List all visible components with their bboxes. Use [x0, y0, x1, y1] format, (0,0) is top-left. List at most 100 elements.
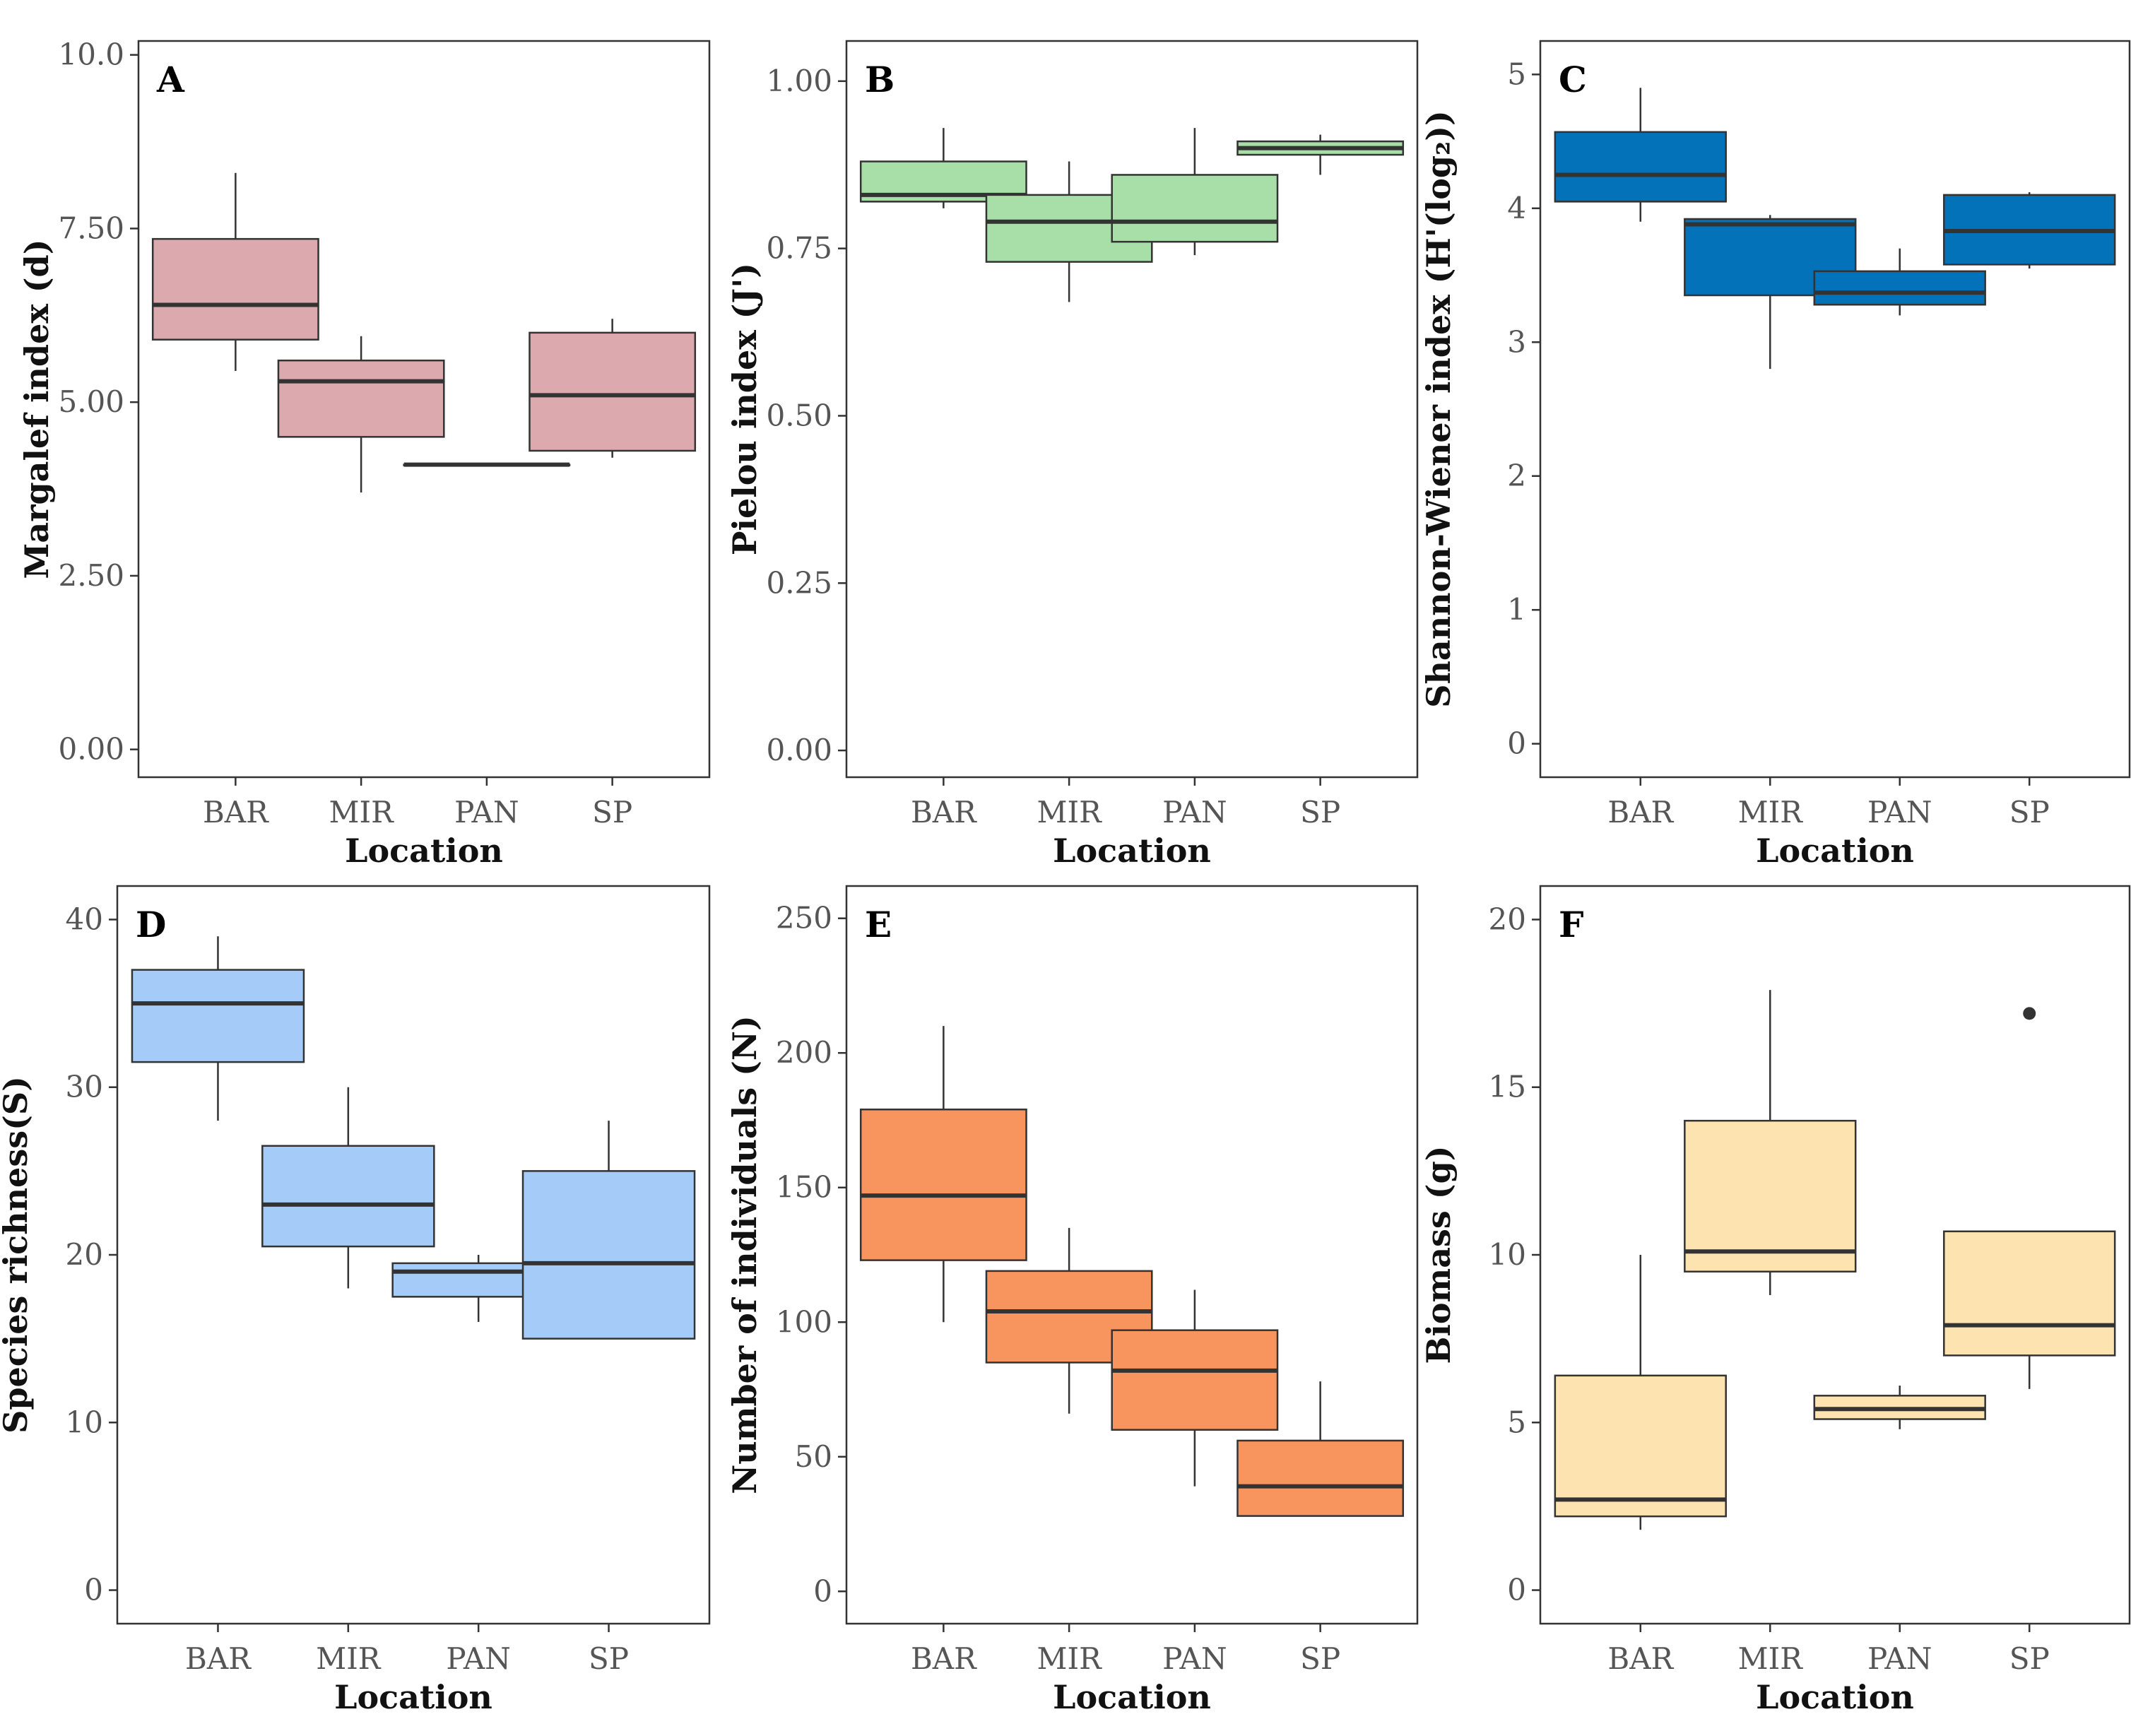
panel-f: 0 5 10 15 20 BAR MIR PAN SP Location Biomass (g) F: [1419, 885, 2131, 1716]
box-body: [1111, 174, 1279, 243]
box-body: [261, 1145, 435, 1248]
box-body: [1554, 1374, 1727, 1518]
box-bar: [1554, 1255, 1727, 1530]
x-tick-label: SP: [2009, 1641, 2050, 1676]
box-mir: [277, 336, 445, 492]
panel-a: 0.00 2.50 5.00 7.50 10.0 BAR MIR PAN SP Location M…: [18, 37, 711, 870]
box-body: [1813, 270, 1986, 306]
plot-frame: [845, 40, 1419, 779]
box-pan: [1111, 128, 1279, 256]
x-tick-label: PAN: [1162, 1641, 1227, 1676]
y-tick-label: 200: [776, 1035, 832, 1070]
y-tick-label: 0.75: [766, 231, 832, 266]
x-axis-title: Location: [334, 1678, 492, 1716]
y-tick-label: 150: [776, 1170, 832, 1205]
y-tick-label: 0: [1507, 1573, 1526, 1607]
plot-frame: [137, 40, 711, 779]
x-tick-label: MIR: [1738, 795, 1804, 829]
y-tick-label: 1: [1507, 592, 1526, 627]
panel-b: 0.00 0.25 0.50 0.75 1.00 BAR MIR PAN SP Location P…: [726, 40, 1419, 870]
box-sp: [1236, 1381, 1405, 1517]
y-tick-label: 30: [66, 1070, 103, 1104]
x-tick-label: MIR: [316, 1641, 382, 1676]
box-body: [1554, 131, 1727, 203]
plot-frame: [845, 885, 1419, 1625]
box-sp: [1943, 1007, 2116, 1389]
x-tick-label: BAR: [911, 1641, 977, 1676]
box-body: [131, 969, 305, 1063]
plot-frame: [1539, 40, 2131, 779]
x-tick-label: SP: [1300, 1641, 1340, 1676]
y-tick-label: 10.0: [58, 37, 124, 72]
x-tick-label: SP: [592, 795, 632, 829]
box-bar: [1554, 88, 1727, 222]
x-tick-label: MIR: [1738, 1641, 1804, 1676]
x-tick-label: BAR: [203, 795, 269, 829]
box-body: [1111, 1329, 1279, 1431]
x-tick-label: SP: [1300, 795, 1340, 829]
y-tick-label: 0: [813, 1573, 832, 1608]
box-bar: [859, 128, 1027, 208]
panel-c: 0 1 2 3 4 5 BAR MIR PAN SP Location Shannon-Wiener …: [1419, 40, 2131, 870]
y-tick-label: 20: [1489, 902, 1526, 936]
y-tick-label: 40: [66, 902, 103, 936]
y-tick-label: 10: [1489, 1237, 1526, 1272]
y-tick-label: 100: [776, 1304, 832, 1339]
panel-label: E: [865, 904, 892, 945]
box-pan: [1111, 1289, 1279, 1487]
box-pan: [403, 462, 571, 467]
y-tick-label: 5: [1507, 1405, 1526, 1439]
x-tick-label: MIR: [1037, 795, 1103, 829]
box-sp: [529, 319, 697, 458]
y-tick-label: 0.50: [766, 398, 832, 432]
x-axis-title: Location: [1053, 1678, 1211, 1716]
y-axis-title: Shannon-Wiener index (H'(log₂)): [1419, 110, 1458, 707]
box-mir: [261, 1087, 435, 1289]
box-mir: [1684, 990, 1857, 1295]
y-tick-label: 0.00: [58, 732, 124, 767]
box-body: [1943, 1230, 2116, 1357]
box-sp: [1236, 134, 1405, 175]
x-tick-label: SP: [589, 1641, 629, 1676]
x-tick-label: MIR: [1037, 1641, 1103, 1676]
box-bar: [131, 936, 305, 1121]
y-tick-label: 0.00: [766, 733, 832, 767]
y-tick-label: 1.00: [766, 64, 832, 98]
y-tick-label: 5: [1507, 57, 1526, 91]
x-tick-label: PAN: [1162, 795, 1227, 829]
x-axis-title: Location: [1756, 832, 1914, 870]
y-tick-label: 4: [1507, 191, 1526, 225]
y-axis-title: Species richness(S): [0, 1076, 35, 1434]
y-tick-label: 2.50: [58, 558, 124, 593]
y-tick-label: 7.50: [58, 211, 124, 245]
y-tick-label: 10: [66, 1405, 103, 1439]
panel-e: 0 50 100 150 200 250 BAR MIR PAN SP Location Number…: [726, 885, 1419, 1716]
y-tick-label: 0.25: [766, 565, 832, 600]
y-tick-label: 50: [795, 1439, 832, 1474]
box-body: [521, 1170, 696, 1340]
box-body: [277, 359, 445, 438]
y-tick-label: 20: [66, 1237, 103, 1272]
y-tick-label: 250: [776, 901, 832, 935]
box-sp: [1943, 192, 2116, 269]
x-axis-title: Location: [345, 832, 503, 870]
y-axis-title: Pielou index (J'): [726, 263, 764, 555]
panel-label: C: [1559, 59, 1587, 100]
box-body: [529, 331, 697, 452]
y-tick-label: 0: [84, 1573, 103, 1607]
y-axis-title: Number of individuals (N): [726, 1015, 764, 1494]
box-body: [151, 237, 319, 341]
x-tick-label: MIR: [329, 795, 395, 829]
x-tick-label: PAN: [446, 1641, 511, 1676]
box-body: [1684, 1119, 1857, 1273]
box-pan: [1813, 1386, 1986, 1429]
y-axis-title: Margalef index (d): [18, 240, 56, 579]
panel-label: D: [136, 904, 166, 945]
y-axis-title: Biomass (g): [1419, 1145, 1458, 1364]
y-tick-label: 0: [1507, 726, 1526, 761]
panel-d: 0 10 20 30 40 BAR MIR PAN SP Location Species rich…: [0, 885, 711, 1716]
x-tick-label: BAR: [1607, 1641, 1674, 1676]
box-body: [859, 1108, 1027, 1261]
x-tick-label: BAR: [1607, 795, 1674, 829]
x-tick-label: BAR: [185, 1641, 252, 1676]
